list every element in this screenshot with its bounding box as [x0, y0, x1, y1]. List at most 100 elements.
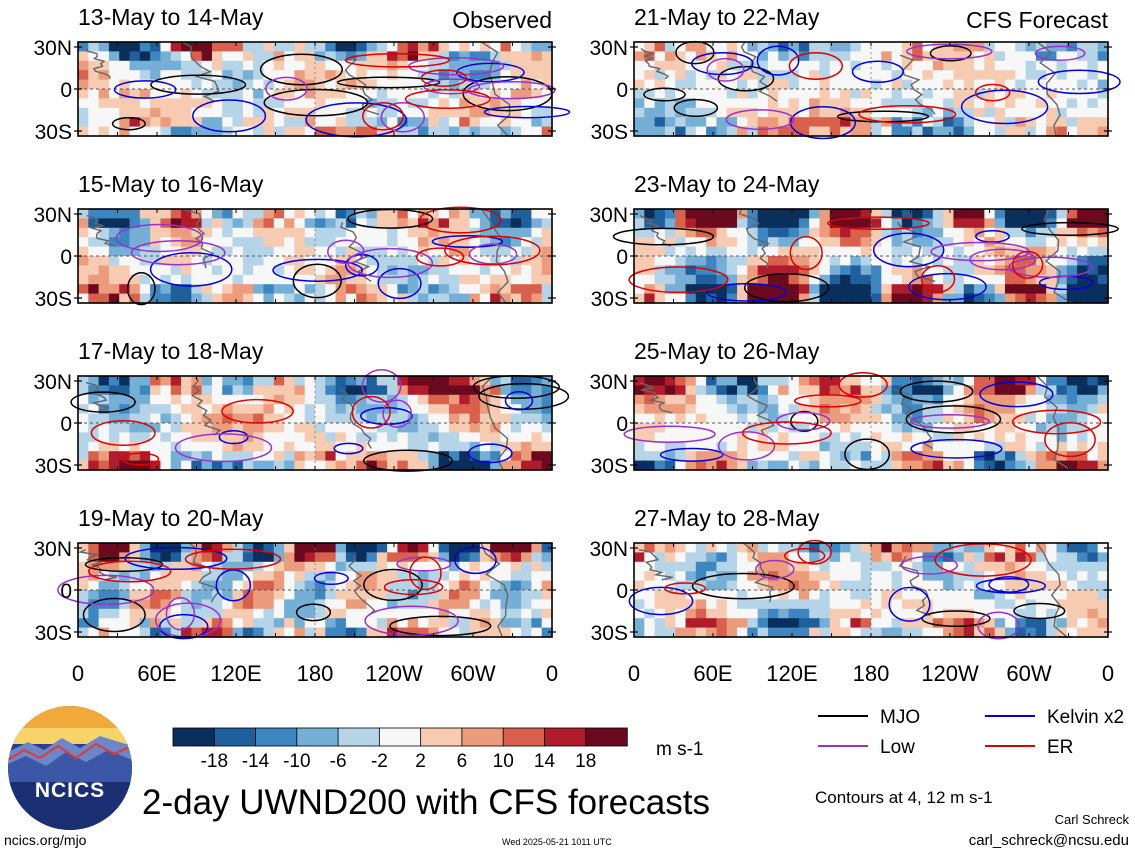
y-tick-label: 30S: [591, 455, 628, 478]
contour-mjo: [643, 87, 686, 102]
contour-low: [380, 101, 426, 133]
contour-low: [130, 239, 226, 266]
contour-er: [858, 104, 957, 124]
contour-er: [344, 52, 451, 68]
contour-mjo: [1013, 602, 1066, 620]
timestamp: Wed 2025-05-21 1011 UTC: [502, 837, 612, 847]
contour-kelvin-x2: [149, 251, 233, 287]
contour-mjo: [717, 65, 775, 92]
panel-date-label: 27-May to 28-May: [634, 505, 820, 531]
contour-low: [265, 76, 308, 101]
contour-low: [706, 57, 745, 82]
y-tick-label: 30S: [591, 121, 628, 144]
panel-tag: CFS Forecast: [966, 7, 1108, 33]
y-tick-label: 0: [60, 413, 72, 436]
legend-label: Kelvin x2: [1047, 707, 1124, 728]
contour-low: [1034, 45, 1086, 61]
x-tick-label: 180: [297, 661, 334, 686]
contour-mjo: [929, 45, 972, 62]
x-tick-label: 60E: [693, 661, 732, 686]
contour-kelvin-x2: [333, 442, 364, 455]
colorbar-swatch: [172, 727, 215, 747]
y-tick-label: 30S: [591, 288, 628, 311]
contour-kelvin-x2: [910, 438, 1003, 459]
contour-mjo: [336, 76, 441, 89]
contour-mjo: [673, 98, 719, 117]
contour-kelvin-x2: [192, 99, 267, 133]
y-tick-label: 30S: [35, 121, 72, 144]
contour-low: [327, 239, 365, 265]
contour-low: [364, 605, 459, 637]
x-tick-label: 0: [628, 661, 640, 686]
contour-kelvin-x2: [124, 546, 228, 571]
contour-kelvin-x2: [377, 267, 422, 300]
y-tick-label: 30N: [589, 37, 628, 60]
panel-1: 30N 0 30S 15-May to 16-May: [33, 171, 556, 311]
contour-low: [115, 223, 204, 253]
contour-er: [121, 452, 160, 466]
contour-kelvin-x2: [504, 391, 534, 411]
y-tick-label: 30N: [589, 204, 628, 227]
contour-er: [827, 216, 930, 231]
contour-kelvin-x2: [158, 613, 209, 640]
colorbar-swatch: [544, 727, 587, 747]
y-tick-label: 30N: [33, 538, 72, 561]
colorbar-units: m s-1: [656, 739, 704, 760]
site-link[interactable]: ncics.org/mjo: [4, 832, 87, 848]
contour-low: [906, 43, 993, 60]
contour-er: [788, 52, 843, 80]
colorbar-swatch: [502, 727, 546, 747]
x-tick-label: 120E: [766, 661, 817, 686]
contour-er: [362, 102, 404, 131]
contour-er: [383, 578, 444, 596]
x-axis-forecast: 0 60E 120E 180 120W 60W 0: [628, 661, 1114, 686]
y-tick-label: 0: [60, 580, 72, 603]
author-email[interactable]: carl_schreck@ncsu.edu: [968, 832, 1129, 849]
contour-low: [1008, 256, 1093, 278]
colorbar-tick-label: -2: [371, 751, 388, 772]
contour-er: [793, 394, 862, 408]
contour-kelvin-x2: [313, 571, 349, 586]
colorbar-tick-label: 2: [415, 751, 426, 772]
contour-kelvin-x2: [360, 406, 413, 426]
panel-date-label: 15-May to 16-May: [78, 171, 264, 197]
colorbar-swatch: [255, 727, 298, 747]
ncics-logo: NCICS: [8, 706, 132, 830]
contour-er: [418, 206, 502, 234]
colorbar-tick-label: 18: [575, 751, 596, 772]
contour-er: [789, 235, 823, 271]
y-tick-label: 0: [60, 79, 72, 102]
colorbar-tick-label: -18: [201, 751, 228, 772]
contour-mjo: [612, 227, 715, 246]
contour-kelvin-x2: [691, 51, 754, 76]
contour-mjo: [899, 380, 974, 403]
contour-er: [664, 582, 707, 595]
colorbar-swatch: [337, 727, 381, 747]
x-tick-label: 180: [853, 661, 890, 686]
contour-mjo: [295, 603, 332, 622]
contour-er: [90, 419, 156, 447]
contour-er: [934, 543, 1032, 577]
contour-low: [165, 597, 196, 631]
y-tick-label: 30N: [589, 538, 628, 561]
contour-mjo: [82, 597, 146, 633]
contour-mjo: [905, 405, 1002, 434]
y-tick-label: 30S: [591, 622, 628, 645]
logo-text: NCICS: [35, 779, 105, 802]
colorbar-swatch: [296, 727, 339, 747]
contour-low: [382, 399, 413, 428]
contour-mjo: [389, 615, 492, 637]
y-tick-label: 0: [616, 580, 628, 603]
y-tick-label: 30N: [33, 37, 72, 60]
contour-low: [910, 413, 990, 429]
contour-mjo: [84, 556, 164, 573]
y-tick-label: 0: [60, 246, 72, 269]
panel-date-label: 19-May to 20-May: [78, 505, 264, 531]
contour-kelvin-x2: [851, 60, 904, 83]
colorbar-tick-label: 10: [493, 751, 514, 772]
panel-4: 30N 0 30S 21-May to 22-May CFS Forecast: [589, 4, 1121, 144]
contour-mjo: [363, 568, 423, 602]
contour-low: [755, 559, 795, 580]
y-tick-label: 30N: [33, 204, 72, 227]
